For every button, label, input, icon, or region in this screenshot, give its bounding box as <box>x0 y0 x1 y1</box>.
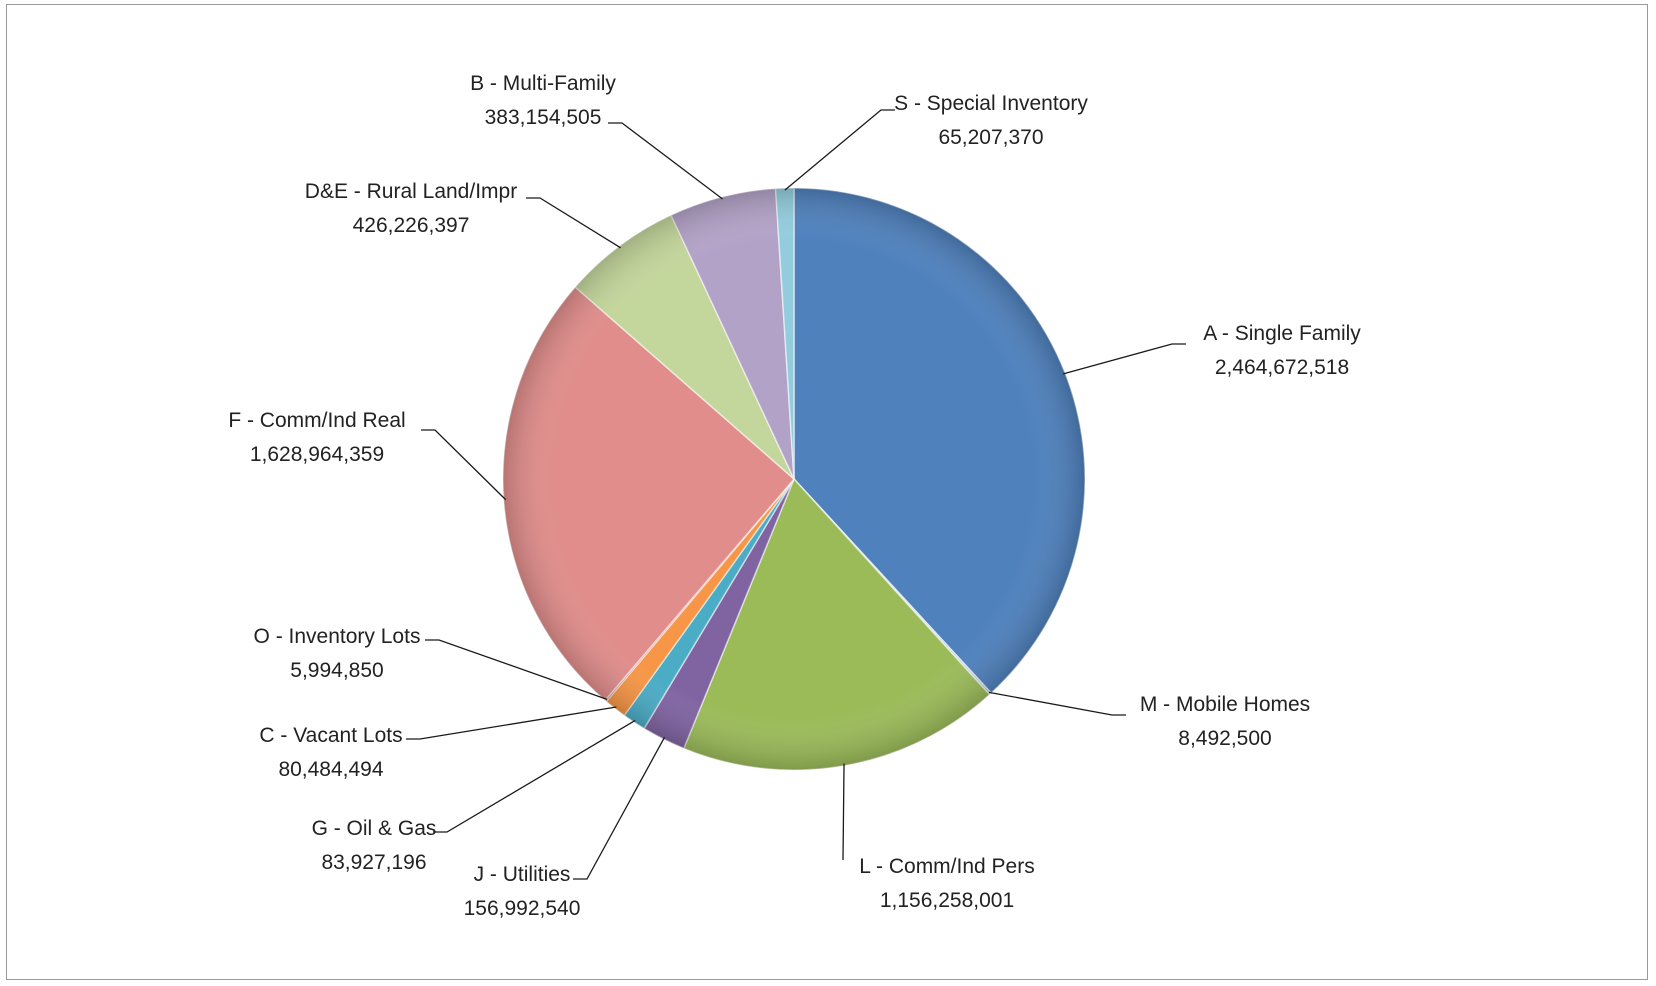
leader-line-a-single-family <box>1063 343 1186 375</box>
data-label-value-f-comm-ind-real: 1,628,964,359 <box>250 443 384 466</box>
data-label-value-s-special-inventory: 65,207,370 <box>938 126 1043 149</box>
data-label-value-g-oil-gas: 83,927,196 <box>321 851 426 874</box>
leader-lines <box>406 109 1186 880</box>
data-label-name-a-single-family: A - Single Family <box>1203 322 1361 345</box>
data-label-name-f-comm-ind-real: F - Comm/Ind Real <box>228 409 405 432</box>
chart-frame: A - Single Family 2,464,672,518 M - Mobile… <box>6 4 1648 980</box>
leader-line-j-utilities <box>573 737 666 880</box>
pie-chart: A - Single Family 2,464,672,518 M - Mobile… <box>228 72 1361 920</box>
data-label-value-b-multi-family: 383,154,505 <box>485 106 602 129</box>
leader-line-o-inventory-lots <box>425 639 608 700</box>
data-label-value-m-mobile-homes: 8,492,500 <box>1178 727 1271 750</box>
data-label-name-c-vacant-lots: C - Vacant Lots <box>259 724 402 747</box>
leader-line-d-e-rural-land-impr <box>526 197 621 249</box>
data-label-name-o-inventory-lots: O - Inventory Lots <box>254 625 421 648</box>
leader-line-m-mobile-homes <box>988 691 1126 716</box>
leader-line-g-oil-gas <box>433 719 636 833</box>
data-label-name-m-mobile-homes: M - Mobile Homes <box>1140 693 1310 716</box>
data-label-name-g-oil-gas: G - Oil & Gas <box>312 817 437 840</box>
data-labels: A - Single Family 2,464,672,518 M - Mobile… <box>228 72 1361 920</box>
pie-slices <box>502 187 1086 771</box>
leader-line-b-multi-family <box>608 122 723 200</box>
data-label-value-a-single-family: 2,464,672,518 <box>1215 356 1349 379</box>
leader-line-l-comm-ind-pers <box>842 763 845 861</box>
data-label-name-b-multi-family: B - Multi-Family <box>470 72 616 95</box>
data-label-name-l-comm-ind-pers: L - Comm/Ind Pers <box>859 855 1034 878</box>
leader-line-c-vacant-lots <box>406 706 617 740</box>
data-label-value-o-inventory-lots: 5,994,850 <box>290 659 383 682</box>
leader-line-f-comm-ind-real <box>421 429 507 501</box>
data-label-value-d-e-rural-land-impr: 426,226,397 <box>353 214 470 237</box>
data-label-name-d-e-rural-land-impr: D&E - Rural Land/Impr <box>305 180 517 203</box>
data-label-value-j-utilities: 156,992,540 <box>464 897 581 920</box>
leader-line-s-special-inventory <box>784 109 895 191</box>
data-label-value-l-comm-ind-pers: 1,156,258,001 <box>880 889 1014 912</box>
data-label-name-j-utilities: J - Utilities <box>474 863 571 886</box>
data-label-name-s-special-inventory: S - Special Inventory <box>894 92 1088 115</box>
data-label-value-c-vacant-lots: 80,484,494 <box>278 758 383 781</box>
